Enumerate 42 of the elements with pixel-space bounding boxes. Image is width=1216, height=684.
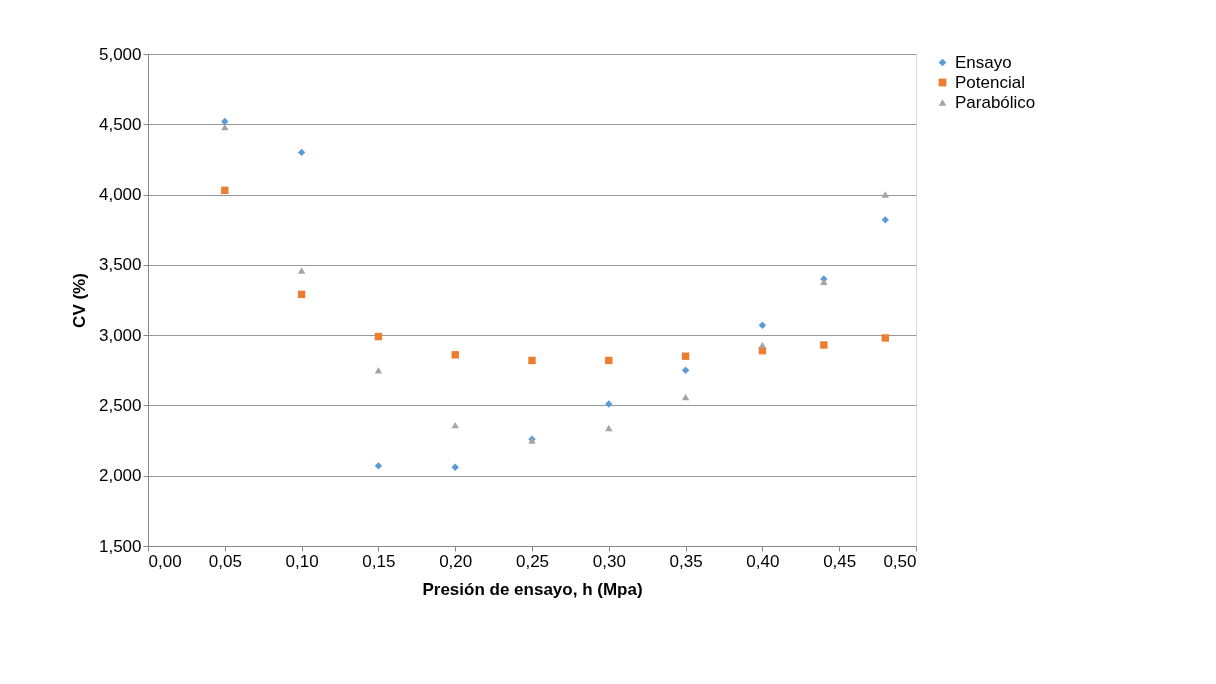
point: [681, 393, 690, 401]
point: [881, 216, 889, 224]
point: [881, 334, 889, 342]
y-tick-label: 3,000: [98, 325, 142, 345]
y-tick-label: 2,000: [98, 466, 142, 486]
legend-label: Parabólico: [955, 92, 1036, 112]
point: [605, 356, 613, 365]
y-tick-label: 2,500: [98, 395, 142, 415]
x-tick-label: 0,15: [362, 551, 396, 571]
x-tick-label: 0,10: [285, 551, 319, 571]
point: [451, 463, 459, 471]
point: [820, 341, 828, 349]
point: [297, 148, 306, 157]
point: [758, 341, 767, 349]
x-tick-label: 0,45: [823, 551, 857, 571]
y-tick-label: 3,500: [98, 255, 142, 275]
y-tick-label: 1,500: [98, 536, 142, 556]
point: [528, 356, 536, 365]
x-tick-label: 0,05: [208, 551, 242, 571]
y-axis-title: CV (%): [69, 273, 89, 328]
x-tick-label: 0,00: [148, 551, 182, 571]
x-tick-label: 0,25: [515, 551, 550, 571]
x-tick-label: 0,30: [592, 551, 626, 571]
point: [758, 321, 767, 330]
point: [297, 267, 306, 274]
y-tick-label: 4,500: [98, 114, 142, 134]
point: [605, 424, 613, 432]
x-axis-title: Presión de ensayo, h (Mpa): [422, 579, 643, 599]
x-tick-label: 0,35: [669, 551, 703, 571]
legend-label: Potencial: [955, 72, 1025, 92]
point: [881, 191, 889, 198]
point: [221, 117, 229, 126]
point: [374, 462, 383, 470]
x-tick-label: 0,50: [883, 551, 917, 571]
point: [681, 366, 690, 374]
x-tick-label: 0,40: [746, 551, 780, 571]
point: [451, 351, 459, 359]
y-tick-label: 5,000: [98, 44, 142, 64]
x-tick-label: 0,20: [439, 551, 473, 571]
y-tick-label: 4,000: [98, 185, 142, 205]
point: [221, 186, 229, 195]
legend-label: Ensayo: [955, 52, 1012, 72]
